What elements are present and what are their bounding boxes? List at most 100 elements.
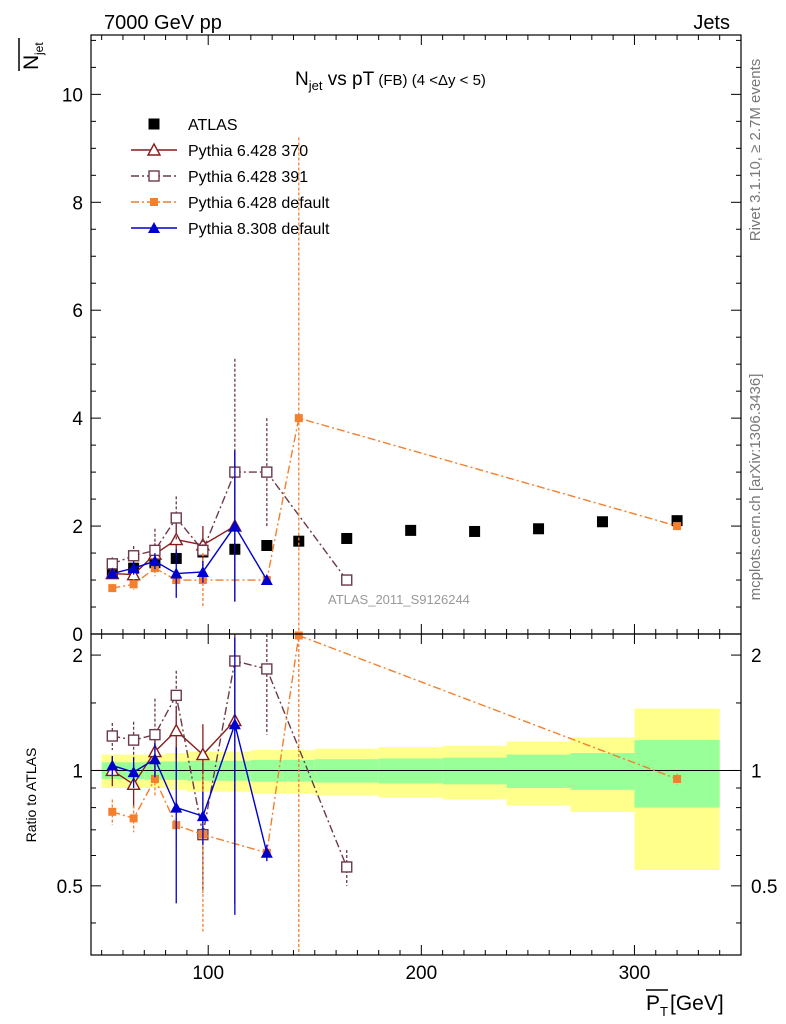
main-y-tick-label-0: 0 <box>72 625 83 646</box>
main-series-0 <box>106 515 683 580</box>
legend-label-4: Pythia 8.308 default <box>188 221 330 238</box>
main-point-0-6 <box>261 539 273 551</box>
x-axis-label-rest: [GeV] <box>670 992 724 1015</box>
main-title-small: (FB) <box>374 72 412 89</box>
main-point-4-6 <box>260 574 273 586</box>
ratio-point-3-5 <box>228 718 241 730</box>
main-y-tick-label-5: 10 <box>62 85 83 106</box>
rivet-label: Rivet 3.1.10, ≥ 2.7M events <box>747 59 764 242</box>
legend-label-1: Pythia 6.428 370 <box>188 143 308 160</box>
legend-label-0: ATLAS <box>188 117 238 134</box>
main-point-0-7 <box>293 535 305 547</box>
main-point-2-3 <box>170 512 182 524</box>
main-series-4 <box>106 450 273 602</box>
ratio-point-0-3 <box>169 723 184 737</box>
main-point-4-5 <box>228 520 241 532</box>
ratio-y-tick-label-right-1: 1 <box>751 761 762 782</box>
ratio-point-1-7 <box>341 861 353 873</box>
ratio-point-3-4 <box>196 810 209 822</box>
x-tick-label-2: 300 <box>619 963 651 984</box>
main-point-3-6 <box>294 414 303 423</box>
ratio-point-1-6 <box>261 663 273 675</box>
ratio-panel <box>105 631 682 955</box>
ratio-point-3-2 <box>148 753 161 765</box>
main-point-3-1 <box>129 580 138 589</box>
legend-label-3: Pythia 6.428 default <box>188 195 330 212</box>
ratio-ylabel: Ratio to ATLAS <box>23 748 39 843</box>
main-point-4-4 <box>196 565 209 577</box>
main-panel <box>105 137 683 634</box>
legend-entry-1: Pythia 6.428 370 <box>131 142 308 160</box>
main-y-tick-label-2: 4 <box>72 409 83 430</box>
legend-marker-0 <box>148 118 160 130</box>
main-point-0-8 <box>341 532 353 544</box>
ratio-point-0-4 <box>195 747 211 761</box>
ratio-point-3-0 <box>106 759 119 771</box>
main-ylabel: N jet <box>18 38 46 71</box>
ratio-point-1-1 <box>127 734 140 746</box>
main-ylabel-sub: jet <box>32 42 46 56</box>
energy-label: 7000 GeV pp <box>104 12 222 34</box>
main-y-tick-label-1: 2 <box>72 517 83 538</box>
legend-marker-1 <box>146 142 162 156</box>
mcplots-label: mcplots.cern.ch [arXiv:1306.3436] <box>747 374 764 601</box>
ratio-y-tick-label-2: 2 <box>72 646 83 667</box>
ratio-y-tick-label-0: 0.5 <box>57 877 83 898</box>
ratio-point-2-6 <box>294 631 303 640</box>
ratio-band-inner-10 <box>442 757 507 785</box>
main-point-0-10 <box>469 525 481 537</box>
ratio-point-3-3 <box>170 801 183 813</box>
ratio-series-3 <box>106 637 273 915</box>
main-point-0-12 <box>596 516 608 528</box>
legend: ATLAS Pythia 6.428 370 Pythia 6.428 391 Pyt… <box>131 117 330 238</box>
ratio-y-tick-label-right-2: 2 <box>751 646 762 667</box>
ratio-series-line-2 <box>112 634 678 854</box>
x-axis-label-sub: T <box>660 1004 668 1019</box>
ratio-y-tick-label-right-0: 0.5 <box>751 877 777 898</box>
ratio-y-tick-label-1: 1 <box>72 761 83 782</box>
ratio-point-3-6 <box>260 846 273 858</box>
ratio-point-2-2 <box>150 774 159 783</box>
ratio-series-line-0 <box>111 720 236 786</box>
legend-marker-4 <box>148 222 160 233</box>
main-y-tick-label-4: 8 <box>72 193 83 214</box>
main-y-tick-label-3: 6 <box>72 301 83 322</box>
legend-entry-0: ATLAS <box>148 117 238 134</box>
x-axis-label-p: P <box>646 992 660 1015</box>
legend-marker-2 <box>148 170 160 182</box>
ratio-point-2-0 <box>108 807 117 816</box>
process-label: Jets <box>693 12 730 34</box>
legend-entry-4: Pythia 8.308 default <box>131 221 330 238</box>
main-ylabel-n: N <box>20 55 43 70</box>
main-point-4-0 <box>106 567 119 579</box>
main-point-0-11 <box>533 523 545 535</box>
main-point-2-0 <box>106 558 119 570</box>
legend-label-2: Pythia 6.428 391 <box>188 169 308 186</box>
main-title-sub: jet <box>308 78 323 93</box>
ratio-point-2-7 <box>673 774 682 783</box>
ratio-point-3-1 <box>127 766 140 778</box>
main-point-2-7 <box>341 574 353 586</box>
ratio-point-1-3 <box>170 689 182 702</box>
main-point-2-1 <box>127 550 140 562</box>
main-point-2-6 <box>261 466 273 478</box>
main-title-rest: vs pT <box>322 69 374 90</box>
legend-entry-3: Pythia 6.428 default <box>131 195 330 212</box>
legend-marker-3 <box>150 198 158 206</box>
ratio-point-2-1 <box>129 814 138 823</box>
x-axis-label: P T [GeV] <box>646 989 724 1019</box>
ratio-frame <box>90 633 742 956</box>
ratio-band-inner-11 <box>506 754 571 788</box>
main-point-0-13 <box>671 515 683 527</box>
main-title-range: (4 <Δy < 5) <box>412 72 486 89</box>
main-point-3-7 <box>673 522 682 531</box>
main-point-3-0 <box>108 584 117 593</box>
main-title-n: N <box>295 69 309 90</box>
ratio-point-1-0 <box>106 730 119 742</box>
legend-entry-2: Pythia 6.428 391 <box>131 169 308 186</box>
ratio-bands <box>91 708 741 870</box>
main-point-4-1 <box>127 562 140 574</box>
analysis-label: ATLAS_2011_S9126244 <box>328 592 470 607</box>
